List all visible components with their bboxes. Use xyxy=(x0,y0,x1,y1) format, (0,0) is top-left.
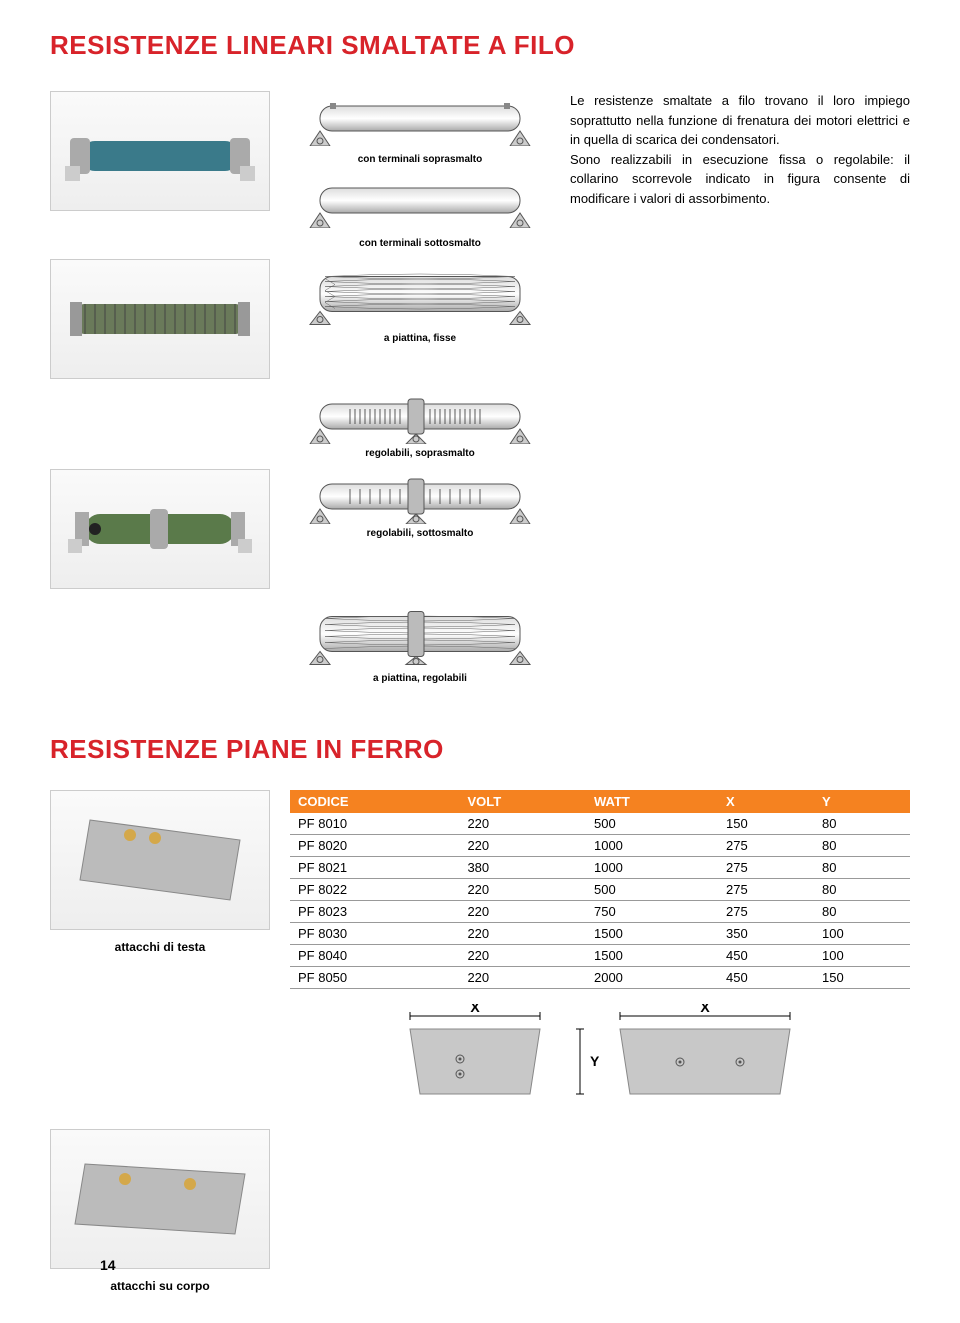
caption-4: regolabili, soprasmalto xyxy=(290,448,550,459)
table-cell: 2000 xyxy=(586,967,718,989)
caption-3: a piattina, fisse xyxy=(290,333,550,344)
diagram-piattina-regolabili xyxy=(290,599,550,669)
caption-b2: attacchi su corpo xyxy=(50,1279,270,1293)
diagram-col-top: con terminali soprasmalto xyxy=(290,91,550,228)
table-header: X xyxy=(718,790,814,813)
row-2: con terminali sottosmalto xyxy=(50,238,910,249)
table-row: PF 801022050015080 xyxy=(290,813,910,835)
table-cell: 80 xyxy=(814,879,910,901)
table-cell: 1500 xyxy=(586,945,718,967)
table-wrap: CODICEVOLTWATTXY PF 801022050015080PF 80… xyxy=(290,790,910,1114)
table-cell: 220 xyxy=(459,879,586,901)
table-row: PF 8020220100027580 xyxy=(290,835,910,857)
photo-resistor-helical xyxy=(50,259,270,379)
row-5: regolabili, sottosmalto xyxy=(50,469,910,589)
table-cell: 500 xyxy=(586,813,718,835)
table-row: PF 802222050027580 xyxy=(290,879,910,901)
table-cell: 220 xyxy=(459,901,586,923)
top-section: con terminali soprasmalto Le resistenze … xyxy=(50,91,910,228)
table-cell: 150 xyxy=(814,967,910,989)
caption-b1: attacchi di testa xyxy=(50,940,270,954)
table-cell: 220 xyxy=(459,945,586,967)
table-cell: 275 xyxy=(718,879,814,901)
table-cell: 1000 xyxy=(586,835,718,857)
table-row: PF 8021380100027580 xyxy=(290,857,910,879)
dim-x-2: X xyxy=(700,1004,710,1015)
photo-plate-testa xyxy=(50,790,270,930)
caption-2: con terminali sottosmalto xyxy=(290,238,550,249)
table-cell: 1000 xyxy=(586,857,718,879)
table-cell: 80 xyxy=(814,857,910,879)
table-cell: 100 xyxy=(814,945,910,967)
bottom-section: attacchi di testa CODICEVOLTWATTXY PF 80… xyxy=(50,790,910,1114)
page-number: 14 xyxy=(100,1257,116,1273)
table-cell: 275 xyxy=(718,857,814,879)
table-cell: PF 8022 xyxy=(290,879,459,901)
photo-resistor-green xyxy=(50,469,270,589)
row-3: a piattina, fisse xyxy=(50,259,910,379)
dim-x-1: X xyxy=(470,1004,480,1015)
table-cell: 275 xyxy=(718,835,814,857)
page-title-1: RESISTENZE LINEARI SMALTATE A FILO xyxy=(50,30,910,61)
table-cell: 380 xyxy=(459,857,586,879)
table-cell: 220 xyxy=(459,813,586,835)
table-cell: PF 8023 xyxy=(290,901,459,923)
caption-6: a piattina, regolabili xyxy=(290,673,550,684)
table-cell: 220 xyxy=(459,835,586,857)
table-row: PF 80302201500350100 xyxy=(290,923,910,945)
row-4: regolabili, soprasmalto xyxy=(50,389,910,459)
table-cell: PF 8020 xyxy=(290,835,459,857)
table-cell: 450 xyxy=(718,945,814,967)
diagram-regolabili-sopra xyxy=(290,389,550,444)
table-row: PF 802322075027580 xyxy=(290,901,910,923)
photo-plate-corpo xyxy=(50,1129,270,1269)
table-cell: PF 8040 xyxy=(290,945,459,967)
table-cell: 350 xyxy=(718,923,814,945)
page-title-2: RESISTENZE PIANE IN FERRO xyxy=(50,734,910,765)
table-cell: 80 xyxy=(814,835,910,857)
spec-table: CODICEVOLTWATTXY PF 801022050015080PF 80… xyxy=(290,790,910,989)
dim-y: Y xyxy=(590,1053,600,1069)
table-cell: 80 xyxy=(814,813,910,835)
table-cell: 220 xyxy=(459,923,586,945)
table-header: Y xyxy=(814,790,910,813)
table-cell: 80 xyxy=(814,901,910,923)
table-cell: 150 xyxy=(718,813,814,835)
table-cell: 220 xyxy=(459,967,586,989)
table-cell: 100 xyxy=(814,923,910,945)
diagram-regolabili-sotto xyxy=(290,469,550,524)
photo-resistor-blue xyxy=(50,91,270,211)
table-cell: PF 8050 xyxy=(290,967,459,989)
table-cell: PF 8030 xyxy=(290,923,459,945)
table-cell: 275 xyxy=(718,901,814,923)
desc-p2: Sono realizzabili in esecuzione fissa o … xyxy=(570,150,910,209)
table-row: PF 80402201500450100 xyxy=(290,945,910,967)
table-cell: 750 xyxy=(586,901,718,923)
dim-diagram: X X Y xyxy=(290,1004,910,1114)
diagram-soprasmalto xyxy=(290,91,550,146)
table-row: PF 80502202000450150 xyxy=(290,967,910,989)
bottom-row-2: attacchi su corpo xyxy=(50,1129,910,1293)
caption-5: regolabili, sottosmalto xyxy=(290,528,550,539)
row-6: a piattina, regolabili xyxy=(50,599,910,684)
diagram-piattina-fisse xyxy=(290,259,550,329)
table-header: WATT xyxy=(586,790,718,813)
table-cell: 450 xyxy=(718,967,814,989)
table-header: CODICE xyxy=(290,790,459,813)
table-cell: PF 8021 xyxy=(290,857,459,879)
table-cell: 500 xyxy=(586,879,718,901)
table-header: VOLT xyxy=(459,790,586,813)
desc-p1: Le resistenze smaltate a filo trovano il… xyxy=(570,91,910,150)
table-cell: PF 8010 xyxy=(290,813,459,835)
table-cell: 1500 xyxy=(586,923,718,945)
description: Le resistenze smaltate a filo trovano il… xyxy=(570,91,910,228)
diagram-sottosmalto xyxy=(290,173,550,228)
caption-1: con terminali soprasmalto xyxy=(290,154,550,165)
